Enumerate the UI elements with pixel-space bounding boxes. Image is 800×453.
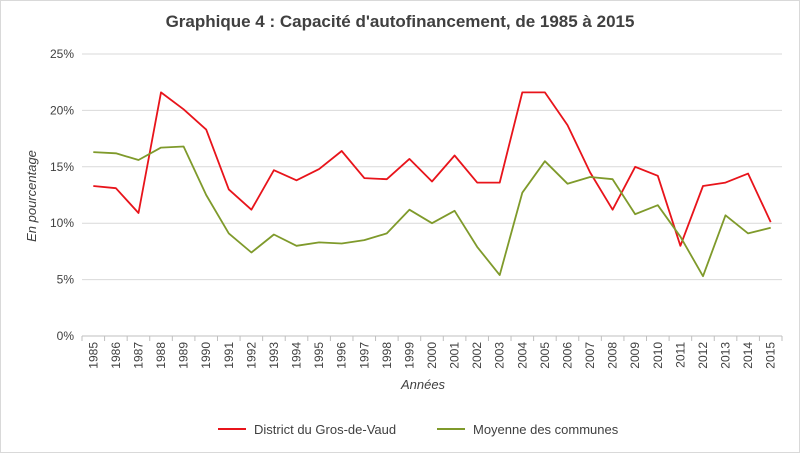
x-tick-label: 2012: [696, 342, 710, 369]
series-lines: [93, 91, 772, 278]
x-tick-label: 1994: [290, 342, 304, 369]
x-tick-label: 1998: [380, 342, 394, 369]
legend-swatch-district: [218, 428, 246, 430]
gridlines: [82, 53, 782, 337]
series-line-communes: [93, 145, 771, 278]
x-tick-label: 2009: [628, 342, 642, 369]
x-tick-label: 2007: [583, 342, 597, 369]
x-tick-label: 1995: [312, 342, 326, 369]
y-tick-label: 0%: [57, 329, 75, 343]
x-tick-label: 1988: [154, 342, 168, 369]
y-tick-label: 10%: [50, 216, 74, 230]
x-tick-label: 1989: [177, 342, 191, 369]
x-axis-ticks: 1985 1986 1987 1988 1989 1990 1991 1992 1993 1994…: [81, 336, 783, 369]
x-tick-label: 2005: [538, 342, 552, 369]
x-tick-label: 2001: [448, 342, 462, 369]
x-tick-label: 2004: [515, 342, 529, 369]
y-axis-label: En pourcentage: [24, 150, 39, 242]
series-line-district: [93, 91, 772, 247]
x-tick-label: 2011: [673, 342, 687, 368]
y-tick-label: 20%: [50, 103, 74, 117]
x-tick-label: 1990: [199, 342, 213, 369]
x-tick-label: 2008: [606, 342, 620, 369]
x-tick-label: 2013: [719, 342, 733, 369]
legend-label-district: District du Gros-de-Vaud: [254, 421, 397, 437]
x-tick-label: 2002: [470, 342, 484, 369]
x-axis-label: Années: [400, 377, 446, 392]
x-tick-label: 1999: [402, 342, 416, 369]
x-tick-label: 2015: [764, 342, 778, 369]
x-tick-label: 2014: [741, 342, 755, 369]
x-tick-label: 1987: [131, 342, 145, 369]
legend-label-communes: Moyenne des communes: [473, 421, 619, 437]
y-axis-ticks: 0% 5% 10% 15% 20% 25%: [50, 47, 74, 343]
y-tick-label: 5%: [57, 273, 75, 287]
x-tick-label: 1996: [335, 342, 349, 369]
x-tick-label: 1986: [109, 342, 123, 369]
x-tick-label: 2006: [560, 342, 574, 369]
x-tick-label: 1985: [86, 342, 100, 369]
legend-item-communes: Moyenne des communes: [437, 420, 618, 438]
x-tick-label: 1991: [222, 342, 236, 369]
x-tick-label: 2010: [651, 342, 665, 369]
y-tick-label: 25%: [50, 47, 74, 61]
chart-title: Graphique 4 : Capacité d'autofinancement…: [165, 12, 635, 31]
x-tick-label: 1997: [357, 342, 371, 369]
y-tick-label: 15%: [50, 160, 74, 174]
x-tick-label: 1992: [244, 342, 258, 369]
legend-item-district: District du Gros-de-Vaud: [218, 420, 396, 438]
legend-swatch-communes: [437, 428, 465, 430]
x-tick-label: 2000: [425, 342, 439, 369]
x-tick-label: 1993: [267, 342, 281, 369]
x-tick-label: 2003: [493, 342, 507, 369]
